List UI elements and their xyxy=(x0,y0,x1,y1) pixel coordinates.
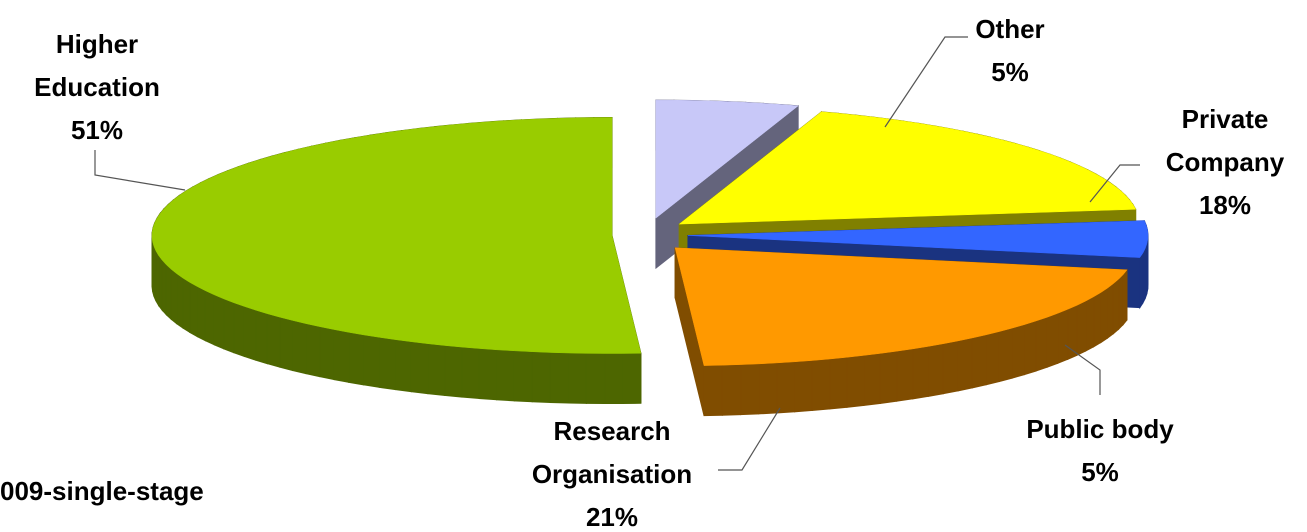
category-label: Higher Education xyxy=(34,29,160,102)
slice-side xyxy=(204,289,215,346)
leader-line xyxy=(94,150,186,191)
value-label: 5% xyxy=(991,57,1029,87)
slice-side xyxy=(496,349,515,402)
value-label: 18% xyxy=(1198,190,1252,220)
slice-side xyxy=(444,344,463,398)
slice-side xyxy=(255,309,268,365)
slice-side xyxy=(1112,278,1120,335)
slice-side xyxy=(957,337,973,392)
slice-side xyxy=(1106,282,1114,340)
slice-side xyxy=(333,328,350,383)
slice-side xyxy=(291,319,307,375)
slice-side xyxy=(189,281,198,338)
slice-side xyxy=(1067,304,1078,361)
slice-side xyxy=(223,298,235,354)
leader-line xyxy=(884,36,968,128)
slice-side xyxy=(758,362,778,415)
slice xyxy=(151,117,642,354)
slice-side xyxy=(549,351,569,404)
leader-line xyxy=(1064,344,1101,395)
slice-side xyxy=(863,352,881,407)
slice-side xyxy=(233,301,245,358)
slice-side xyxy=(348,331,365,386)
value-label: 5% xyxy=(1081,457,1119,487)
slice-side xyxy=(927,343,944,397)
annotation: 009-single-stage xyxy=(0,476,204,506)
slice-side xyxy=(1076,300,1087,357)
slice-side xyxy=(1023,320,1037,376)
slice-side xyxy=(213,294,225,350)
slice-side xyxy=(305,322,321,378)
value-label: 51% xyxy=(70,115,124,145)
slice-side xyxy=(161,258,167,316)
slice-side xyxy=(912,345,929,400)
slice-side xyxy=(1093,291,1102,348)
value-label: 21% xyxy=(585,502,639,532)
slice-label: Higher Education 51% xyxy=(0,23,197,152)
slice-side xyxy=(1085,296,1095,352)
slice xyxy=(674,247,1128,366)
slice-side xyxy=(829,356,848,410)
leader-line xyxy=(718,407,781,471)
slice-side xyxy=(427,343,446,397)
slice-side xyxy=(846,354,865,408)
slice-side xyxy=(165,263,172,321)
slice-side xyxy=(1100,287,1108,344)
slice-side xyxy=(1011,323,1025,379)
slice-side xyxy=(896,348,914,402)
slice-side xyxy=(985,330,1000,386)
slice xyxy=(655,99,799,219)
slice-side xyxy=(776,361,796,414)
category-label: Public body xyxy=(1026,414,1174,444)
slice-side xyxy=(794,359,813,413)
leader-line xyxy=(1089,164,1140,203)
slice-side xyxy=(478,347,498,401)
slice-side xyxy=(243,305,257,361)
category-label: Private Company xyxy=(1165,104,1285,177)
slice-label: Private Company 18% xyxy=(1140,98,1307,227)
slice-side xyxy=(567,352,587,404)
slice-side xyxy=(721,364,742,416)
slice-side xyxy=(394,339,412,393)
slice-side xyxy=(811,358,831,412)
slice-label: Research Organisation 21% xyxy=(502,410,722,532)
category-label: Research Organisation xyxy=(531,416,693,489)
slice-side xyxy=(182,277,191,334)
slice-side xyxy=(1035,316,1048,372)
slice-label: Public body 5% xyxy=(990,408,1210,494)
slice-side xyxy=(585,352,606,405)
slice-side xyxy=(531,351,551,403)
slice-side xyxy=(942,340,959,395)
slice-side xyxy=(170,268,178,325)
slice-side xyxy=(740,363,760,416)
slice-side xyxy=(378,336,396,391)
slice-side xyxy=(176,272,184,329)
slice-side xyxy=(513,350,533,403)
slice-side xyxy=(604,353,624,405)
slice-label: Other 5% xyxy=(945,8,1075,94)
slice-side xyxy=(971,334,987,389)
slice-side xyxy=(1122,268,1128,326)
slice-side xyxy=(363,334,380,388)
slice-side xyxy=(279,316,293,372)
slice-side xyxy=(319,326,335,381)
slice-side xyxy=(266,313,281,368)
slice xyxy=(687,220,1149,258)
slice-side xyxy=(1118,273,1124,331)
slice-side xyxy=(703,364,723,417)
slice-side xyxy=(461,346,480,400)
category-label: Other xyxy=(975,14,1045,44)
slice-side xyxy=(998,327,1013,383)
slice-side xyxy=(1046,312,1059,368)
slice-side xyxy=(879,350,898,404)
slice-side xyxy=(196,285,206,342)
slice-side xyxy=(622,352,642,405)
slice-side xyxy=(1057,308,1069,365)
slice-side xyxy=(410,341,429,395)
